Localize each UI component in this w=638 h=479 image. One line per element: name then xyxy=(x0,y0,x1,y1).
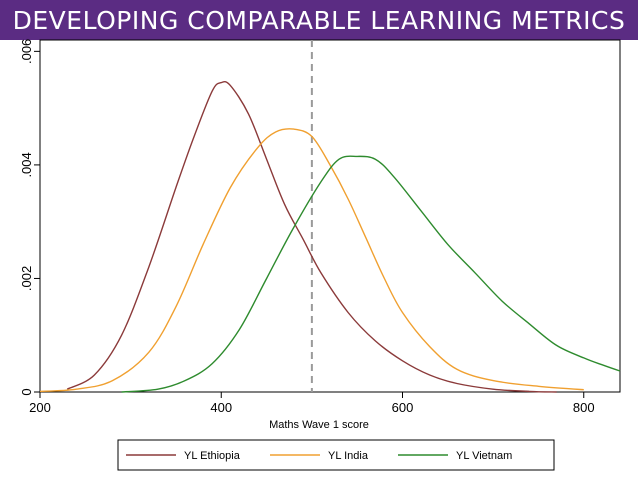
series-lines xyxy=(39,80,621,393)
legend-label: YL India xyxy=(328,450,369,462)
legend-label: YL Vietnam xyxy=(456,450,512,462)
slide-title: DEVELOPING COMPARABLE LEARNING METRICS xyxy=(12,5,626,35)
plot-frame xyxy=(39,39,621,393)
x-axis-title: Maths Wave 1 score xyxy=(269,419,369,431)
series-line-yl-vietnam xyxy=(121,155,621,393)
legend-label: YL Ethiopia xyxy=(184,450,241,462)
x-tick-label: 400 xyxy=(210,400,232,415)
y-tick-label: 0 xyxy=(19,388,34,395)
series-line-yl-india xyxy=(39,128,584,393)
legend: YL Ethiopia YL India YL Vietnam xyxy=(117,439,555,471)
y-ticks: 0 .002 .004 .006 xyxy=(19,39,40,396)
x-tick-label: 200 xyxy=(29,400,51,415)
legend-box xyxy=(117,439,555,471)
x-tick-label: 800 xyxy=(573,400,595,415)
x-ticks: 200 400 600 800 xyxy=(29,392,595,415)
x-tick-label: 600 xyxy=(392,400,414,415)
y-tick-label: .004 xyxy=(19,152,34,177)
slide-header: DEVELOPING COMPARABLE LEARNING METRICS xyxy=(0,0,638,40)
y-tick-label: .002 xyxy=(19,266,34,291)
y-tick-label: .006 xyxy=(19,39,34,64)
series-line-yl-ethiopia xyxy=(66,80,557,393)
